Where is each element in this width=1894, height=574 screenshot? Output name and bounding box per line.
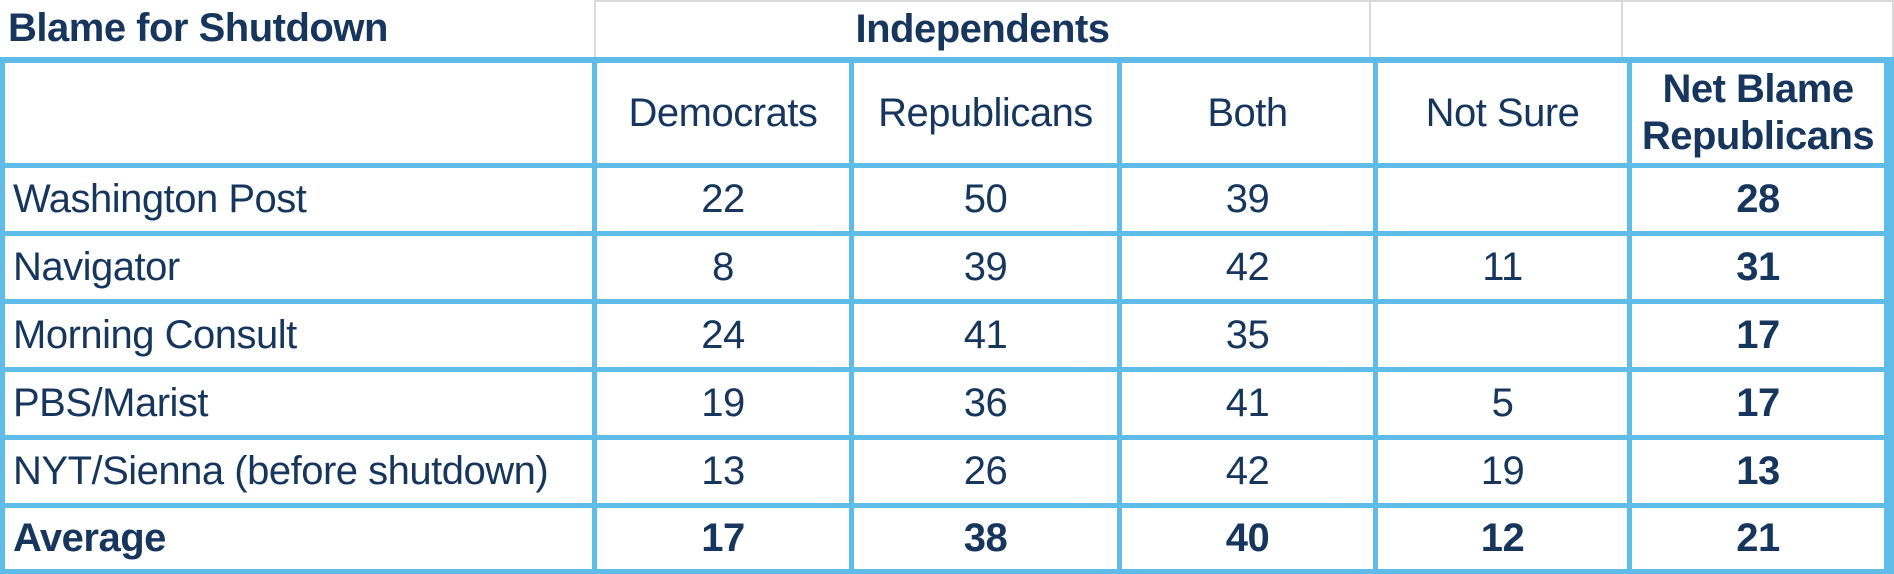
cell-net-blame: 21 [1632, 508, 1884, 569]
col-header-democrats: Democrats [597, 63, 849, 163]
cell-not-sure [1378, 168, 1627, 231]
row-label: Navigator [5, 236, 592, 299]
row-label: PBS/Marist [5, 372, 592, 435]
cell-democrats: 22 [597, 168, 849, 231]
cell-not-sure: 12 [1378, 508, 1627, 569]
cell-net-blame: 17 [1632, 304, 1884, 367]
cell-democrats: 19 [597, 372, 849, 435]
cell-both: 39 [1122, 168, 1373, 231]
cell-not-sure: 19 [1378, 440, 1627, 503]
top-band: Blame for Shutdown Independents [0, 0, 1894, 57]
cell-republicans: 39 [854, 236, 1117, 299]
cell-republicans: 26 [854, 440, 1117, 503]
cell-democrats: 13 [597, 440, 849, 503]
cell-both: 35 [1122, 304, 1373, 367]
cell-net-blame: 28 [1632, 168, 1884, 231]
row-label: NYT/Sienna (before shutdown) [5, 440, 592, 503]
net-header-line1: Net Blame [1662, 67, 1854, 111]
cell-not-sure: 5 [1378, 372, 1627, 435]
cell-net-blame: 31 [1632, 236, 1884, 299]
table-title: Blame for Shutdown [8, 6, 388, 50]
col-header-net-blame-republicans: Net Blame Republicans [1632, 63, 1884, 163]
col-header-not-sure: Not Sure [1378, 63, 1627, 163]
top-band-spacer-not-sure [1369, 0, 1621, 57]
cell-both: 41 [1122, 372, 1373, 435]
cell-democrats: 8 [597, 236, 849, 299]
cell-democrats: 17 [597, 508, 849, 569]
row-label: Washington Post [5, 168, 592, 231]
row-label-average: Average [5, 508, 592, 569]
cell-net-blame: 17 [1632, 372, 1884, 435]
cell-both: 40 [1122, 508, 1373, 569]
col-header-republicans: Republicans [854, 63, 1117, 163]
poll-table: Democrats Republicans Both Not Sure Net … [0, 57, 1894, 574]
cell-both: 42 [1122, 236, 1373, 299]
col-header-both: Both [1122, 63, 1373, 163]
net-header-line2: Republicans [1641, 114, 1875, 158]
cell-republicans: 38 [854, 508, 1117, 569]
header-empty-cell [5, 63, 592, 163]
cell-republicans: 41 [854, 304, 1117, 367]
cell-not-sure [1378, 304, 1627, 367]
top-band-spacer-net [1621, 0, 1894, 57]
cell-republicans: 50 [854, 168, 1117, 231]
cell-both: 42 [1122, 440, 1373, 503]
cell-democrats: 24 [597, 304, 849, 367]
row-label: Morning Consult [5, 304, 592, 367]
independents-group-header: Independents [594, 0, 1369, 57]
cell-republicans: 36 [854, 372, 1117, 435]
cell-net-blame: 13 [1632, 440, 1884, 503]
cell-not-sure: 11 [1378, 236, 1627, 299]
